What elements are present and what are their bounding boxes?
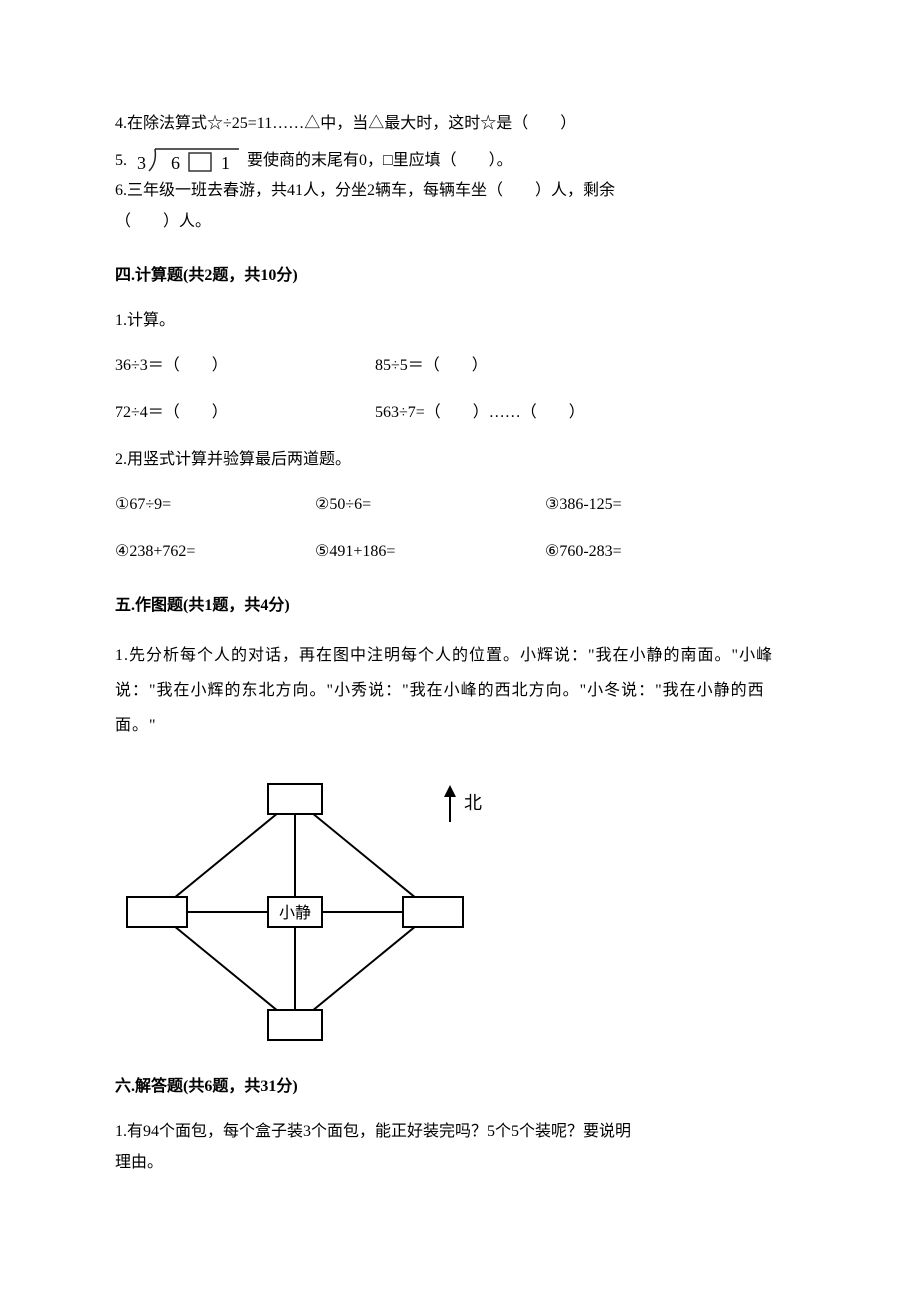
sec6-q1-line2: 理由。 xyxy=(115,1149,805,1176)
calc-cell: 85÷5＝（ ） xyxy=(375,352,635,381)
direction-diagram: 小静 北 xyxy=(115,767,805,1047)
calc-row: 36÷3＝（ ） 85÷5＝（ ） xyxy=(115,352,805,381)
calc-cell: ①67÷9= xyxy=(115,491,315,520)
svg-text:3: 3 xyxy=(137,153,146,173)
calc-cell: 36÷3＝（ ） xyxy=(115,352,375,381)
diagram-svg: 小静 北 xyxy=(115,767,545,1047)
calc-cell: 563÷7=（ ）……（ ） xyxy=(375,399,635,428)
calc-row: ①67÷9= ②50÷6= ③386-125= xyxy=(115,491,805,520)
svg-text:6: 6 xyxy=(171,153,180,173)
calc-cell: ④238+762= xyxy=(115,538,315,567)
section-4-title: 四.计算题(共2题，共10分) xyxy=(115,262,805,289)
calc-cell: ⑤491+186= xyxy=(315,538,545,567)
sec4-q1: 1.计算。 xyxy=(115,307,805,334)
svg-text:1: 1 xyxy=(221,153,230,173)
calc-cell: ⑥760-283= xyxy=(545,538,775,567)
q5-text: 要使商的末尾有0，□里应填（ ）。 xyxy=(247,141,513,174)
calc-row: ④238+762= ⑤491+186= ⑥760-283= xyxy=(115,538,805,567)
calc-cell: 72÷4＝（ ） xyxy=(115,399,375,428)
sec4-q2-block: ①67÷9= ②50÷6= ③386-125= ④238+762= ⑤491+1… xyxy=(115,491,805,567)
sec5-paragraph: 1.先分析每个人的对话，再在图中注明每个人的位置。小辉说："我在小静的南面。"小… xyxy=(115,638,805,744)
section-6-title: 六.解答题(共6题，共31分) xyxy=(115,1073,805,1100)
question-5: 5. 3 6 1 要使商的末尾有0，□里应填（ ）。 xyxy=(115,141,805,177)
svg-text:小静: 小静 xyxy=(279,904,311,922)
q5-number: 5. xyxy=(115,141,127,174)
calc-row: 72÷4＝（ ） 563÷7=（ ）……（ ） xyxy=(115,399,805,428)
sec6-q1-line1: 1.有94个面包，每个盒子装3个面包，能正好装完吗？5个5个装呢？要说明 xyxy=(115,1118,805,1145)
sec4-q1-block: 36÷3＝（ ） 85÷5＝（ ） 72÷4＝（ ） 563÷7=（ ）……（ … xyxy=(115,352,805,428)
calc-cell: ②50÷6= xyxy=(315,491,545,520)
q5-division-figure: 3 6 1 xyxy=(127,141,247,177)
section-5-title: 五.作图题(共1题，共4分) xyxy=(115,592,805,619)
calc-cell: ③386-125= xyxy=(545,491,775,520)
svg-text:北: 北 xyxy=(464,793,482,813)
sec4-q2: 2.用竖式计算并验算最后两道题。 xyxy=(115,446,805,473)
question-6-line2: （ ）人。 xyxy=(115,208,805,235)
question-4: 4.在除法算式☆÷25=11……△中，当△最大时，这时☆是（ ） xyxy=(115,110,805,137)
question-6-line1: 6.三年级一班去春游，共41人，分坐2辆车，每辆车坐（ ）人，剩余 xyxy=(115,177,805,204)
